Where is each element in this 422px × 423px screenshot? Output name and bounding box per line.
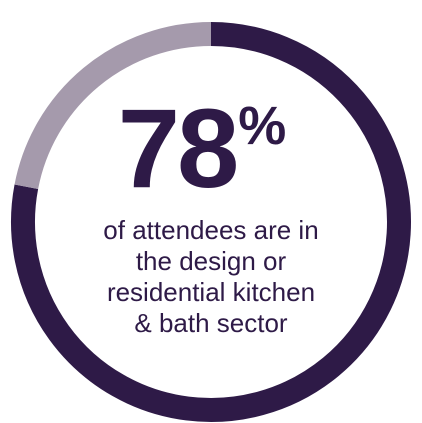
donut-segment-primary bbox=[11, 22, 411, 422]
stat-percent-sign: % bbox=[238, 96, 287, 156]
stat-value-line: 78% bbox=[118, 93, 287, 205]
stat-center: 78% of attendees are in the design or re… bbox=[46, 92, 376, 339]
stat-caption: of attendees are in the design or reside… bbox=[103, 215, 319, 338]
donut-segment-remainder bbox=[14, 22, 212, 190]
stat-value: 78 bbox=[117, 86, 240, 211]
